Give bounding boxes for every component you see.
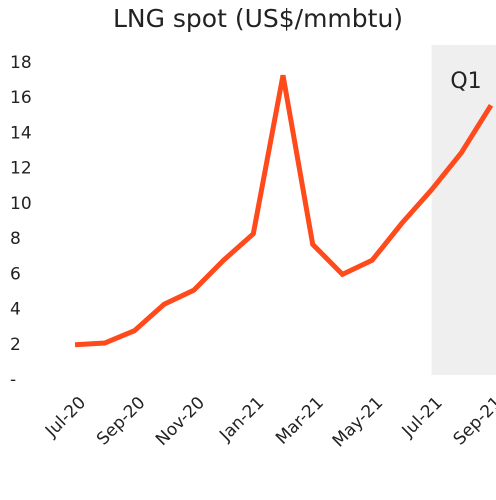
y-tick-label: 18 — [10, 53, 32, 73]
x-tick-label: Jul-21 — [398, 393, 447, 442]
y-tick-label: 14 — [10, 123, 32, 143]
y-tick-label: 8 — [10, 229, 21, 249]
shaded-region-label: Q1 — [450, 69, 481, 94]
y-tick-label: 6 — [10, 264, 21, 284]
x-tick-label: Sep-21 — [450, 393, 496, 449]
y-tick-label: 10 — [10, 194, 32, 214]
y-tick-label: 12 — [10, 159, 32, 179]
shaded-region — [431, 45, 496, 375]
y-tick-label: 4 — [10, 300, 21, 320]
line-series — [74, 74, 494, 348]
x-tick-label: Nov-20 — [152, 393, 209, 450]
x-tick-label: Mar-21 — [272, 393, 328, 449]
y-tick-label: - — [10, 370, 16, 390]
x-tick-label: Jan-21 — [215, 393, 268, 446]
chart-title: LNG spot (US$/mmbtu) — [113, 4, 403, 33]
y-tick-label: 16 — [10, 88, 32, 108]
y-tick-label: 2 — [10, 335, 21, 355]
x-tick-label: May-21 — [329, 393, 387, 451]
x-tick-label: Jul-20 — [41, 393, 90, 442]
x-tick-label: Sep-20 — [93, 393, 149, 449]
